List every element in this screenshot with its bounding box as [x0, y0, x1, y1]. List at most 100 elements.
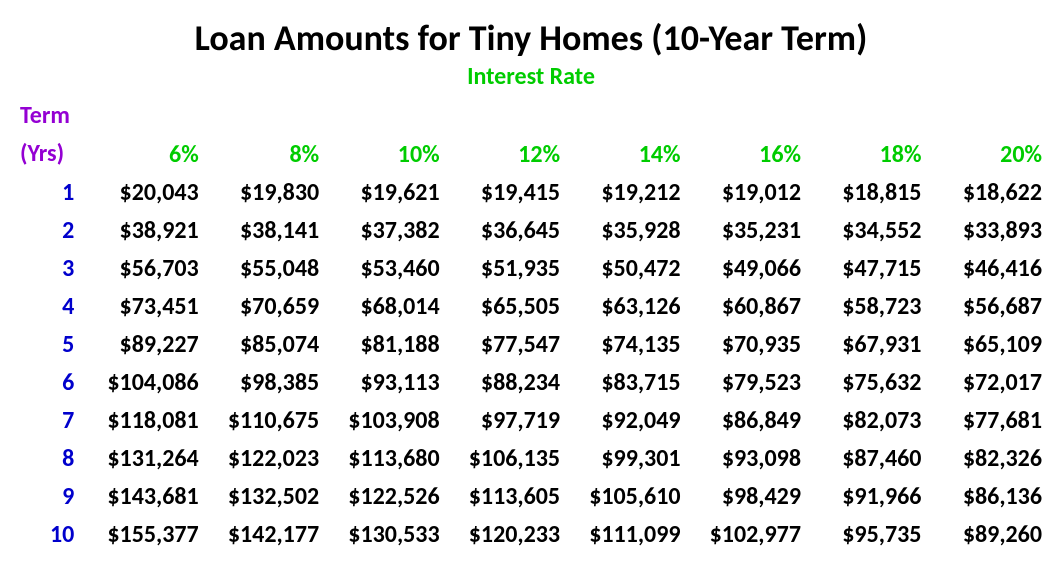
term-year-label: 5	[14, 325, 84, 363]
loan-amount-cell: $73,451	[84, 287, 204, 325]
term-year-label: 3	[14, 249, 84, 287]
table-row: 6$104,086$98,385$93,113$88,234$83,715$79…	[14, 363, 1048, 401]
loan-amount-cell: $75,632	[807, 363, 927, 401]
rate-header: 8%	[205, 135, 325, 173]
loan-amount-cell: $86,136	[927, 477, 1048, 515]
table-row: 3$56,703$55,048$53,460$51,935$50,472$49,…	[14, 249, 1048, 287]
loan-amount-cell: $143,681	[84, 477, 204, 515]
loan-amount-cell: $105,610	[566, 477, 686, 515]
loan-amount-cell: $19,830	[205, 173, 325, 211]
loan-amount-cell: $65,505	[446, 287, 566, 325]
loan-amount-cell: $35,231	[687, 211, 807, 249]
rate-header: 10%	[325, 135, 445, 173]
loan-amount-cell: $106,135	[446, 439, 566, 477]
loan-amount-cell: $142,177	[205, 515, 325, 553]
term-year-label: 9	[14, 477, 84, 515]
table-row: 9$143,681$132,502$122,526$113,605$105,61…	[14, 477, 1048, 515]
loan-amount-cell: $77,681	[927, 401, 1048, 439]
loan-amount-cell: $38,141	[205, 211, 325, 249]
loan-amount-cell: $18,622	[927, 173, 1048, 211]
loan-amount-cell: $97,719	[446, 401, 566, 439]
rate-header: 14%	[566, 135, 686, 173]
loan-amount-cell: $55,048	[205, 249, 325, 287]
loan-amount-cell: $122,023	[205, 439, 325, 477]
loan-amount-cell: $132,502	[205, 477, 325, 515]
loan-amount-cell: $63,126	[566, 287, 686, 325]
term-year-label: 4	[14, 287, 84, 325]
loan-amount-cell: $19,012	[687, 173, 807, 211]
loan-amount-cell: $49,066	[687, 249, 807, 287]
loan-amount-cell: $53,460	[325, 249, 445, 287]
loan-amount-cell: $18,815	[807, 173, 927, 211]
term-header-line2: (Yrs)	[14, 135, 84, 173]
rate-header: 20%	[927, 135, 1048, 173]
loan-amount-cell: $87,460	[807, 439, 927, 477]
loan-amount-cell: $111,099	[566, 515, 686, 553]
table-row: 2$38,921$38,141$37,382$36,645$35,928$35,…	[14, 211, 1048, 249]
table-row: 7$118,081$110,675$103,908$97,719$92,049$…	[14, 401, 1048, 439]
loan-amount-cell: $104,086	[84, 363, 204, 401]
loan-amount-cell: $113,680	[325, 439, 445, 477]
loan-amount-cell: $82,073	[807, 401, 927, 439]
header-row-1: Term	[14, 97, 1048, 135]
loan-amount-cell: $131,264	[84, 439, 204, 477]
loan-amount-cell: $77,547	[446, 325, 566, 363]
loan-amount-cell: $79,523	[687, 363, 807, 401]
loan-amount-cell: $46,416	[927, 249, 1048, 287]
rate-header: 16%	[687, 135, 807, 173]
loan-amount-cell: $38,921	[84, 211, 204, 249]
term-header-line1: Term	[14, 97, 84, 135]
term-year-label: 10	[14, 515, 84, 553]
loan-amount-cell: $51,935	[446, 249, 566, 287]
loan-amount-cell: $81,188	[325, 325, 445, 363]
loan-amount-cell: $56,703	[84, 249, 204, 287]
loan-amount-cell: $47,715	[807, 249, 927, 287]
loan-amount-cell: $93,098	[687, 439, 807, 477]
loan-amount-cell: $70,935	[687, 325, 807, 363]
loan-amount-cell: $35,928	[566, 211, 686, 249]
loan-amount-cell: $68,014	[325, 287, 445, 325]
table-row: 10$155,377$142,177$130,533$120,233$111,0…	[14, 515, 1048, 553]
rate-header: 12%	[446, 135, 566, 173]
interest-rate-label: Interest Rate	[14, 62, 1048, 91]
loan-amount-cell: $88,234	[446, 363, 566, 401]
loan-amount-cell: $65,109	[927, 325, 1048, 363]
term-year-label: 7	[14, 401, 84, 439]
header-spacer	[84, 97, 1048, 135]
loan-amount-cell: $103,908	[325, 401, 445, 439]
loan-amount-cell: $72,017	[927, 363, 1048, 401]
loan-amount-cell: $70,659	[205, 287, 325, 325]
table-body: 1$20,043$19,830$19,621$19,415$19,212$19,…	[14, 173, 1048, 553]
loan-amount-cell: $19,212	[566, 173, 686, 211]
loan-amount-cell: $113,605	[446, 477, 566, 515]
table-row: 8$131,264$122,023$113,680$106,135$99,301…	[14, 439, 1048, 477]
loan-amount-cell: $130,533	[325, 515, 445, 553]
loan-table: Term (Yrs) 6% 8% 10% 12% 14% 16% 18% 20%…	[14, 97, 1048, 553]
loan-amount-cell: $82,326	[927, 439, 1048, 477]
loan-amount-cell: $91,966	[807, 477, 927, 515]
loan-amount-cell: $37,382	[325, 211, 445, 249]
loan-amount-cell: $19,415	[446, 173, 566, 211]
loan-amount-cell: $67,931	[807, 325, 927, 363]
loan-amount-cell: $92,049	[566, 401, 686, 439]
loan-amount-cell: $83,715	[566, 363, 686, 401]
loan-amount-cell: $110,675	[205, 401, 325, 439]
header-row-2: (Yrs) 6% 8% 10% 12% 14% 16% 18% 20%	[14, 135, 1048, 173]
term-year-label: 1	[14, 173, 84, 211]
loan-amount-cell: $89,260	[927, 515, 1048, 553]
loan-amount-cell: $98,429	[687, 477, 807, 515]
loan-amount-cell: $86,849	[687, 401, 807, 439]
loan-amount-cell: $118,081	[84, 401, 204, 439]
loan-amount-cell: $34,552	[807, 211, 927, 249]
loan-amount-cell: $20,043	[84, 173, 204, 211]
loan-amount-cell: $19,621	[325, 173, 445, 211]
loan-amount-cell: $120,233	[446, 515, 566, 553]
loan-amount-cell: $74,135	[566, 325, 686, 363]
loan-amount-cell: $58,723	[807, 287, 927, 325]
loan-amount-cell: $50,472	[566, 249, 686, 287]
term-year-label: 8	[14, 439, 84, 477]
rate-header: 18%	[807, 135, 927, 173]
table-row: 1$20,043$19,830$19,621$19,415$19,212$19,…	[14, 173, 1048, 211]
loan-amount-cell: $85,074	[205, 325, 325, 363]
loan-amount-cell: $122,526	[325, 477, 445, 515]
